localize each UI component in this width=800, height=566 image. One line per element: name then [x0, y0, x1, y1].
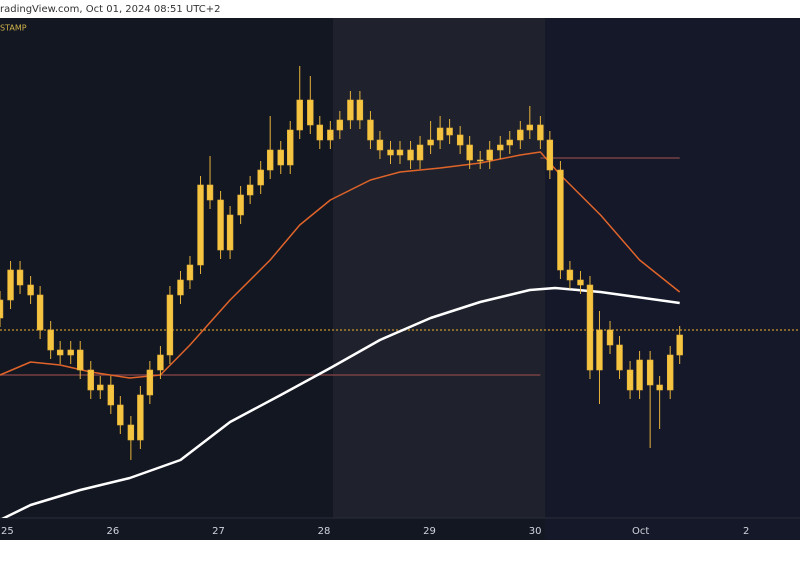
candle-body	[107, 384, 115, 406]
candle-body	[47, 329, 54, 351]
plot-background	[0, 18, 333, 540]
candle-body	[557, 169, 564, 271]
x-tick-label: 28	[318, 526, 331, 537]
candle-body	[146, 369, 154, 396]
candle-body	[566, 269, 574, 281]
candle-body	[586, 284, 594, 371]
candle-body	[626, 369, 634, 391]
candle-body	[36, 294, 44, 331]
candle-body	[416, 144, 424, 161]
candle-body	[636, 359, 643, 391]
candle-body	[166, 294, 174, 356]
candle-body	[16, 269, 24, 286]
candle-body	[97, 384, 104, 391]
header: radingView.com, Oct 01, 2024 08:51 UTC+2	[0, 4, 221, 15]
candle-body	[0, 299, 4, 319]
candle-body	[67, 349, 74, 356]
candle-body	[676, 334, 683, 356]
candle-body	[277, 149, 284, 166]
plot	[0, 66, 800, 518]
candle-body	[186, 264, 194, 281]
candle-body	[486, 149, 493, 161]
x-tick-label: Oct	[632, 526, 649, 537]
candle-body	[517, 129, 524, 141]
candle-body	[427, 139, 434, 146]
candle-body	[506, 139, 513, 146]
x-tick-label: 27	[212, 526, 225, 537]
candle-body	[376, 139, 384, 151]
candle-body	[206, 184, 214, 201]
x-tick-label: 26	[107, 526, 120, 537]
plot-background	[545, 18, 800, 540]
candle-body	[456, 134, 464, 146]
moving-average	[0, 151, 681, 379]
candle-body	[497, 144, 504, 151]
session-highlight	[333, 18, 545, 518]
candle-body	[27, 284, 34, 296]
x-tick-label: 25	[1, 526, 14, 537]
candle-body	[226, 214, 234, 251]
x-tick-label: 30	[529, 526, 542, 537]
candle-body	[237, 194, 244, 216]
moving-average	[1, 286, 680, 518]
candle-body	[666, 354, 674, 391]
candle-body	[246, 184, 254, 196]
candle-body	[347, 99, 354, 121]
candle-body	[526, 124, 534, 131]
candle-body	[137, 394, 144, 441]
candle-body	[117, 404, 124, 426]
candle-body	[296, 99, 303, 131]
candle-body	[546, 139, 554, 171]
candle-body	[307, 99, 314, 126]
candle-body	[477, 159, 484, 162]
axis-background	[333, 518, 545, 540]
candle-body	[177, 279, 184, 296]
candle-body	[336, 119, 344, 131]
candle-body	[436, 127, 444, 141]
candle-body	[7, 269, 14, 301]
candle-body	[466, 144, 473, 161]
candle-body	[127, 424, 135, 441]
source-label: STAMP	[0, 24, 27, 33]
candle-body	[656, 384, 663, 391]
candle-body	[387, 149, 394, 156]
candle-body	[217, 199, 224, 251]
x-tick-label: 29	[423, 526, 436, 537]
candle-body	[327, 129, 334, 141]
candle-body	[537, 124, 544, 141]
candle-body	[356, 99, 364, 121]
candle-body	[407, 149, 414, 161]
candle-body	[157, 354, 164, 371]
candle-body	[646, 359, 654, 386]
candle-body	[577, 279, 584, 286]
candle-body	[77, 349, 84, 371]
candle-body	[367, 119, 374, 141]
candle-body	[616, 344, 623, 371]
candle-body	[316, 124, 323, 141]
candle-body	[446, 127, 453, 136]
candle-body	[87, 369, 94, 391]
candle-body	[596, 329, 603, 371]
x-tick-label: 2	[743, 526, 749, 537]
candle-body	[197, 184, 204, 266]
candle-body	[396, 149, 404, 156]
candle-body	[257, 169, 264, 186]
candle-body	[287, 129, 294, 166]
candle-body	[56, 349, 64, 356]
candle-body	[266, 149, 274, 171]
candle-body	[606, 329, 614, 346]
